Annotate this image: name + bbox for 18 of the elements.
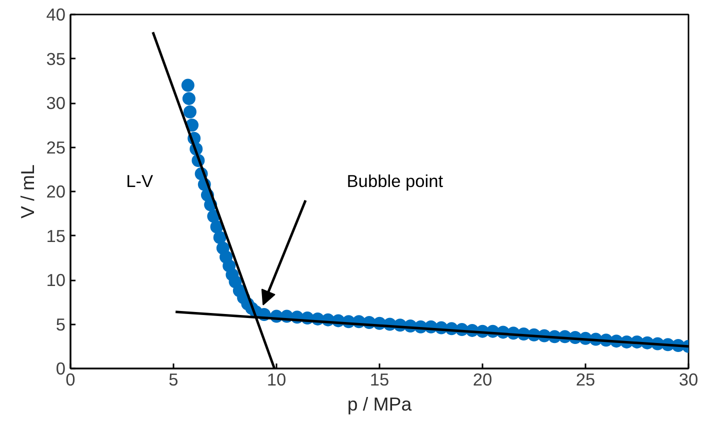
y-tick-label: 15 [46,226,66,246]
x-tick-label: 5 [168,370,178,390]
y-tick-label: 35 [46,48,66,69]
annotation: Bubble point [346,170,444,191]
x-tick-label: 30 [678,370,698,390]
y-tick-label: 25 [46,137,66,158]
y-tick-label: 10 [46,270,66,290]
y-tick-label: 40 [46,4,66,24]
x-tick-label: 15 [370,370,390,390]
annotation: L-V [126,170,154,191]
y-tick-label: 5 [56,314,66,334]
y-tick-label: 30 [46,93,66,113]
y-axis-title: V / mL [17,164,38,218]
x-tick-label: 25 [576,370,596,390]
x-axis-title: p / MPa [347,394,412,414]
y-tick-label: 20 [46,182,66,202]
x-tick-label: 20 [472,370,492,390]
x-tick-label: 10 [266,370,286,390]
